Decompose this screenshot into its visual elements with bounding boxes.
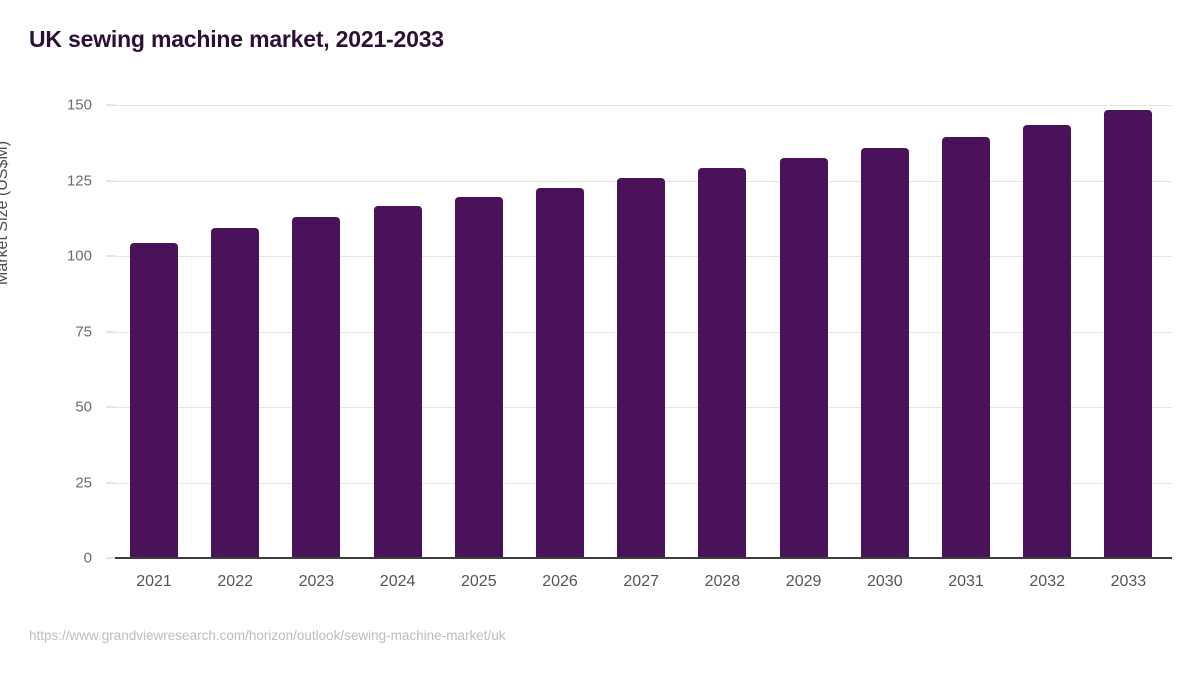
- x-tick-label-2028: 2028: [704, 573, 741, 590]
- bar-2026[interactable]: [536, 187, 584, 558]
- y-tick-label: 25: [75, 474, 92, 491]
- gridline: [115, 105, 1172, 106]
- y-tick-mark: [106, 331, 115, 332]
- y-tick-mark: [106, 482, 115, 483]
- y-tick-label: 100: [66, 247, 92, 265]
- bar-2032[interactable]: [1023, 124, 1072, 558]
- x-tick-label-2029: 2029: [785, 573, 822, 590]
- x-tick-label-2030: 2030: [867, 573, 903, 590]
- x-tick-label-2027: 2027: [623, 573, 659, 590]
- page-title: UK sewing machine market, 2021-2033: [29, 26, 444, 52]
- x-tick-label-2024: 2024: [379, 573, 416, 590]
- bar-2029[interactable]: [779, 158, 828, 558]
- y-axis-title: Market Size (US$M): [0, 140, 11, 285]
- bar-2033[interactable]: [1104, 110, 1153, 558]
- y-tick-label: 0: [83, 549, 92, 567]
- bar-2021[interactable]: [130, 243, 178, 558]
- plot-area: [106, 104, 1172, 559]
- y-tick-mark: [106, 557, 115, 559]
- bar-2028[interactable]: [698, 167, 747, 558]
- x-tick-label-2023: 2023: [298, 573, 335, 590]
- x-tick-label-2033: 2033: [1110, 573, 1147, 590]
- x-tick-label-2031: 2031: [948, 573, 984, 590]
- bar-2022[interactable]: [211, 227, 260, 558]
- y-tick-mark: [106, 180, 115, 181]
- y-tick-mark: [106, 255, 115, 257]
- y-tick-mark: [106, 406, 115, 408]
- source-url[interactable]: https://www.grandviewresearch.com/horizo…: [29, 628, 506, 643]
- bar-2027[interactable]: [617, 177, 666, 558]
- bar-2031[interactable]: [942, 137, 990, 558]
- x-tick-label-2025: 2025: [461, 573, 497, 590]
- x-tick-label-2021: 2021: [136, 573, 172, 590]
- x-tick-label-2022: 2022: [217, 573, 253, 590]
- bar-2030[interactable]: [860, 147, 909, 558]
- y-tick-label: 125: [66, 172, 92, 189]
- x-tick-label-2026: 2026: [542, 573, 578, 590]
- y-tick-label: 75: [75, 323, 92, 340]
- y-tick-label: 150: [66, 96, 92, 114]
- bar-2024[interactable]: [373, 206, 422, 558]
- x-tick-label-2032: 2032: [1029, 573, 1065, 590]
- y-tick-label: 50: [75, 398, 92, 416]
- bar-2023[interactable]: [292, 216, 341, 558]
- bar-2025[interactable]: [454, 196, 503, 558]
- y-tick-mark: [106, 104, 115, 106]
- x-axis-line: [115, 557, 1172, 559]
